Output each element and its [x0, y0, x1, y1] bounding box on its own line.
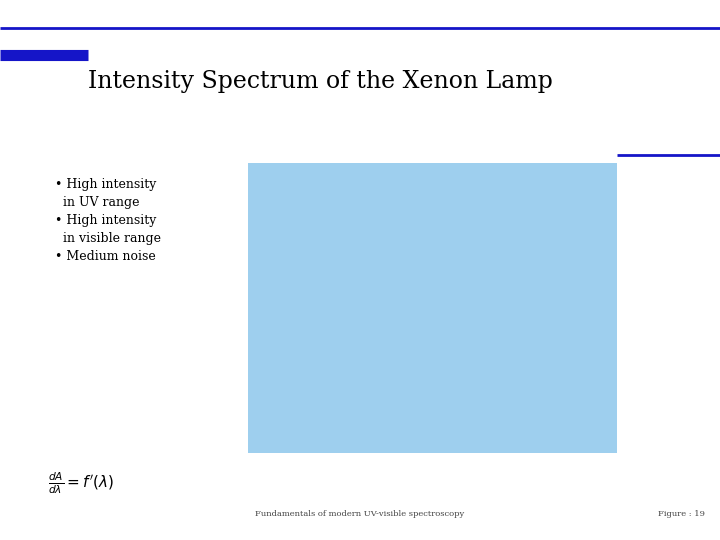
Text: • Medium noise: • Medium noise: [55, 250, 156, 263]
Bar: [248, 163, 617, 453]
Text: $\frac{dA}{d\lambda} = f^{\prime}(\lambda)$: $\frac{dA}{d\lambda} = f^{\prime}(\lambd…: [48, 470, 114, 496]
Text: • High intensity: • High intensity: [55, 178, 156, 191]
Text: • High intensity: • High intensity: [55, 214, 156, 227]
Text: Fundamentals of modern UV-visible spectroscopy: Fundamentals of modern UV-visible spectr…: [256, 510, 464, 518]
Text: in visible range: in visible range: [55, 232, 161, 245]
Text: Intensity Spectrum of the Xenon Lamp: Intensity Spectrum of the Xenon Lamp: [88, 70, 553, 93]
Text: in UV range: in UV range: [55, 196, 140, 209]
Text: Figure : 19: Figure : 19: [658, 510, 705, 518]
